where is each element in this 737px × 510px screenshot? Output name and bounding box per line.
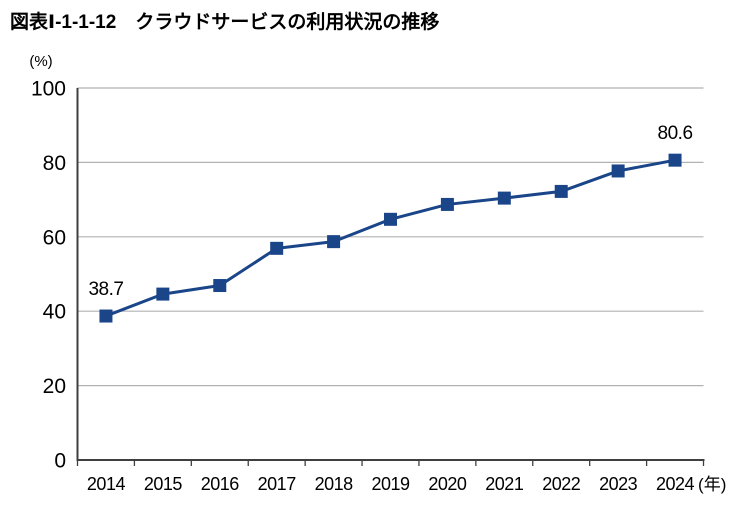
y-axis-unit-label: (%) (29, 53, 52, 70)
x-tick-label-2017: 2017 (258, 474, 297, 494)
data-point-markers (99, 153, 682, 323)
y-axis-labels: 0 20 40 60 80 100 (%) (29, 53, 66, 473)
x-axis-unit-suffix: (年) (698, 475, 726, 494)
data-point-2024 (668, 153, 682, 167)
y-tick-label-80: 80 (43, 152, 66, 175)
value-label-2024: 80.6 (658, 123, 693, 144)
x-tick-label-2020: 2020 (428, 474, 467, 494)
y-tick-label-20: 20 (43, 375, 66, 398)
axes (76, 88, 705, 466)
x-tick-label-2019: 2019 (371, 474, 410, 494)
data-point-2020 (440, 197, 454, 211)
x-tick-label-2018: 2018 (315, 474, 354, 494)
data-point-2019 (384, 212, 397, 226)
x-tick-label-2022: 2022 (542, 474, 581, 494)
x-tick-label-2023: 2023 (599, 474, 638, 494)
data-point-2018 (327, 235, 341, 249)
data-point-value-labels: 38.7 80.6 (88, 123, 693, 300)
figure-title: 図表Ⅰ-1-1-12 クラウドサービスの利用状況の推移 (10, 12, 440, 33)
data-point-2023 (611, 164, 625, 178)
data-series-line (105, 158, 676, 318)
x-tick-label-2021: 2021 (485, 474, 524, 494)
value-label-2014: 38.7 (88, 279, 123, 300)
x-tick-label-2015: 2015 (144, 474, 183, 494)
y-tick-label-100: 100 (31, 78, 66, 101)
data-point-2021 (497, 191, 511, 205)
data-point-2022 (554, 184, 568, 198)
y-tick-label-0: 0 (54, 450, 66, 473)
x-tick-label-2016: 2016 (201, 474, 240, 494)
data-point-2016 (213, 279, 227, 293)
y-tick-label-40: 40 (43, 301, 66, 324)
y-gridlines (77, 87, 704, 387)
x-tick-label-2024: 2024 (656, 474, 695, 494)
y-tick-label-60: 60 (43, 226, 66, 249)
x-axis-labels: 2014 2015 2016 2017 2018 2019 2020 2021 2022 2023… (87, 474, 726, 494)
x-tick-label-2014: 2014 (87, 474, 126, 494)
data-point-2014 (99, 309, 113, 323)
data-point-2017 (270, 241, 284, 255)
data-point-2015 (156, 287, 170, 301)
